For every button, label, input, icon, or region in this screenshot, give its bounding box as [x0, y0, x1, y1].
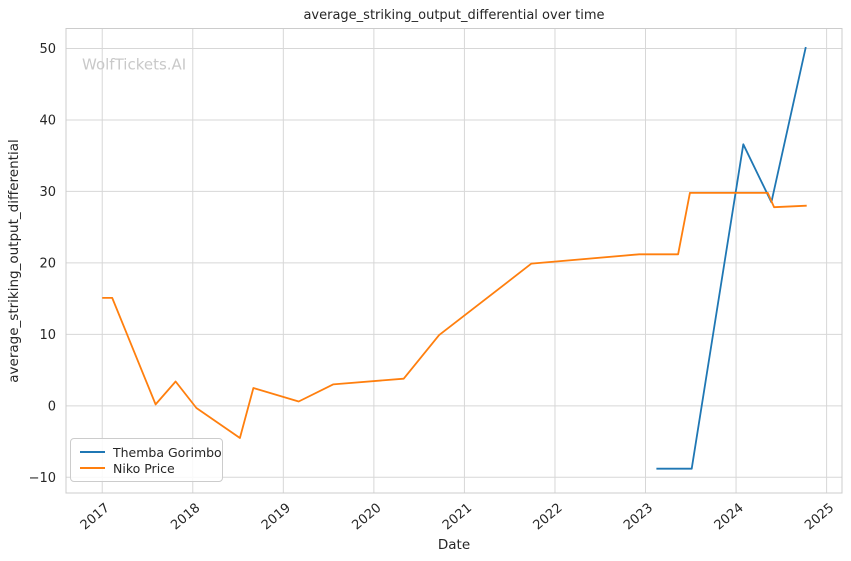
legend-item-niko-price: Niko Price	[80, 461, 214, 476]
x-tick-label: 2018	[168, 501, 203, 534]
legend-line-swatch-orange	[80, 467, 105, 469]
y-tick-label: 30	[39, 185, 56, 200]
legend-label-niko-price: Niko Price	[113, 460, 175, 476]
chart-title: average_striking_output_differential ove…	[303, 8, 604, 23]
y-axis-label: average_striking_output_differential	[6, 139, 22, 382]
y-tick-label: 10	[39, 328, 56, 343]
legend-item-themba-gorimbo: Themba Gorimbo	[80, 445, 222, 460]
x-tick-label: 2024	[712, 501, 747, 534]
y-tick-label: 0	[48, 400, 56, 415]
x-tick-label: 2021	[440, 501, 475, 534]
x-tick-label: 2017	[78, 501, 113, 534]
x-axis-label: Date	[438, 537, 470, 553]
legend: Themba Gorimbo Niko Price	[70, 438, 223, 482]
x-tick-label: 2025	[802, 501, 837, 534]
series-line-themba-gorimbo	[656, 46, 807, 470]
plot-border	[65, 28, 843, 494]
y-tick-label: 20	[39, 257, 56, 272]
x-tick-label: 2019	[259, 501, 294, 534]
y-tick-label: −10	[29, 471, 56, 486]
y-tick-label: 50	[39, 42, 56, 57]
x-tick-label: 2020	[349, 501, 384, 534]
legend-line-swatch-blue	[80, 451, 105, 453]
data-series	[102, 46, 807, 470]
series-line-niko-price	[102, 191, 807, 439]
y-tick-label: 40	[39, 114, 56, 129]
legend-label-themba-gorimbo: Themba Gorimbo	[113, 444, 222, 460]
x-tick-label: 2022	[531, 501, 566, 534]
x-tick-label: 2023	[621, 501, 656, 534]
watermark: WolfTickets.AI	[82, 56, 186, 74]
